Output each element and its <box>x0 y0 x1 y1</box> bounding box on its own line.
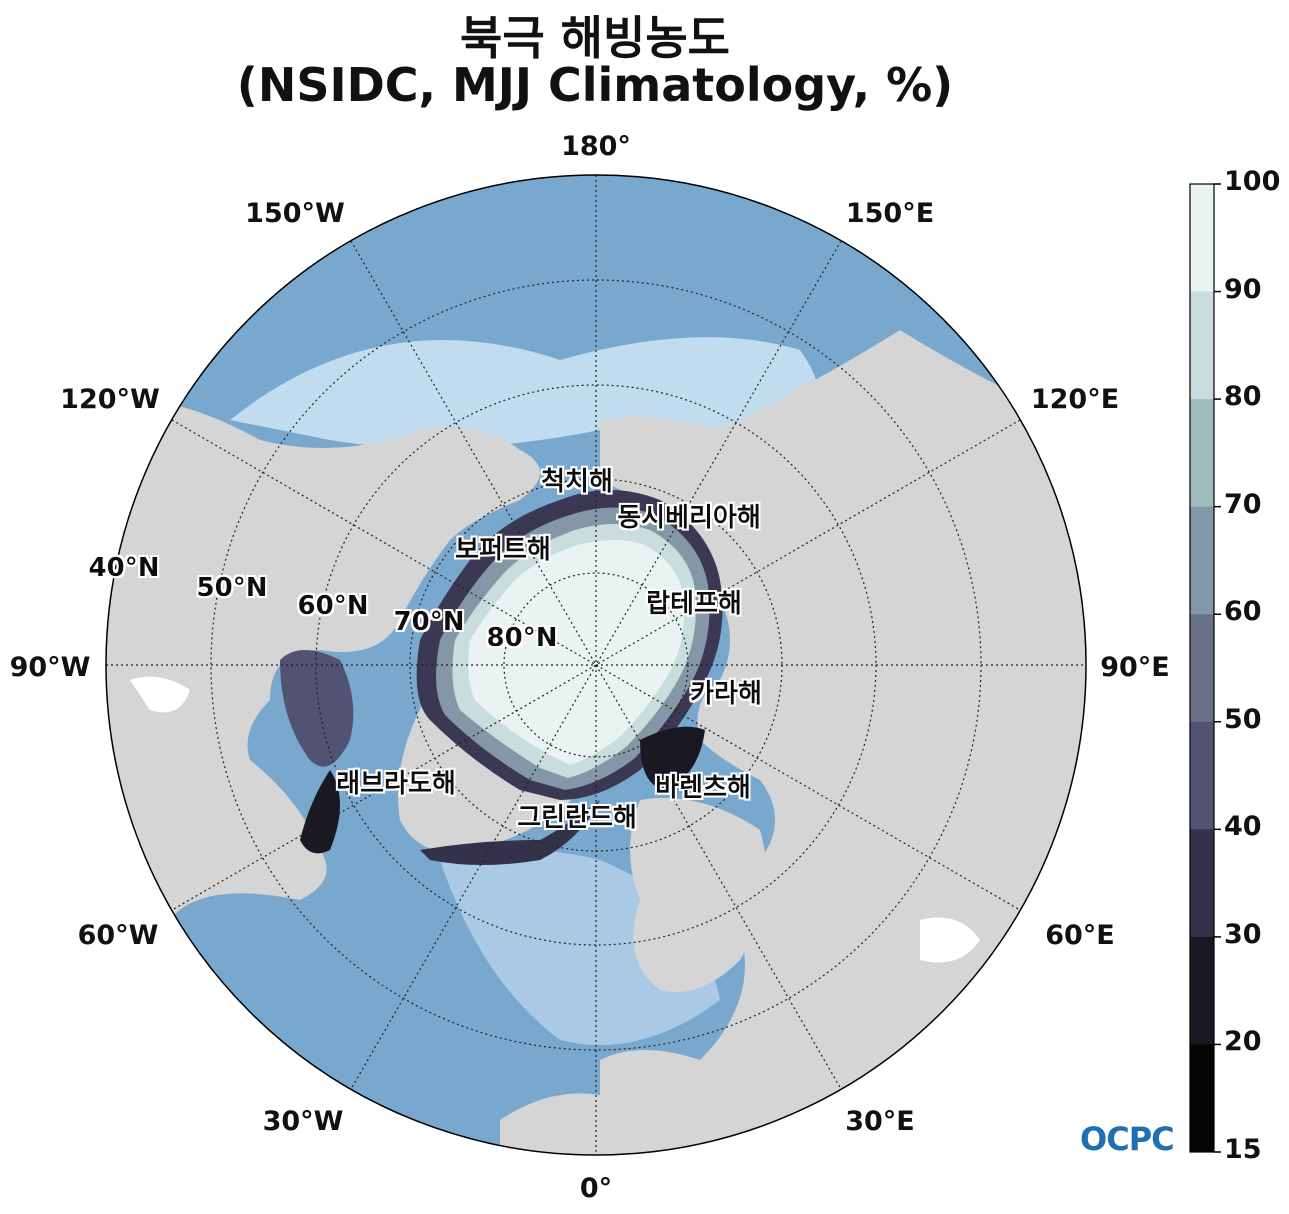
north-america-land <box>106 398 540 920</box>
colorbar-segment <box>1190 829 1214 938</box>
colorbar-segment <box>1190 1044 1214 1153</box>
colorbar-segment <box>1190 721 1214 830</box>
lat-label-60: 60°N <box>298 591 369 621</box>
lon-label-120w: 120°W <box>60 384 160 415</box>
colorbar-segment <box>1190 506 1214 615</box>
map-boundary <box>105 174 1087 1156</box>
lon-label-60e: 60°E <box>1045 920 1115 951</box>
graticule <box>106 175 1086 1155</box>
ocpc-logo: OCPC <box>1080 1120 1175 1158</box>
sea-label-beaufort: 보퍼트해 <box>455 535 551 565</box>
lon-label-30w: 30°W <box>263 1106 344 1137</box>
sea-label-laptev: 랍테프해 <box>646 589 742 619</box>
lon-label-150w: 150°W <box>245 198 345 229</box>
lake <box>130 676 190 713</box>
colorbar-tick-label: 20 <box>1224 1026 1262 1058</box>
map-title: 북극 해빙농도 <box>460 11 730 65</box>
colorbar-tick-label: 70 <box>1224 488 1262 520</box>
colorbar-tick-label: 90 <box>1224 273 1262 305</box>
lon-label-120e: 120°E <box>1031 384 1119 415</box>
colorbar-tick-label: 40 <box>1224 811 1262 843</box>
lat-label-50: 50°N <box>197 573 268 603</box>
greenland-coast-ice <box>420 800 600 865</box>
scandinavia-land <box>630 798 767 992</box>
lat-label-80: 80°N <box>487 623 558 653</box>
sea-label-labrador: 래브라도해 <box>336 769 456 799</box>
colorbar-segment <box>1190 184 1214 293</box>
barents-ice-edge <box>640 726 705 790</box>
colorbar-segment <box>1190 614 1214 723</box>
colorbar-frame <box>1189 183 1215 1153</box>
colorbar-tick-label: 50 <box>1224 703 1262 735</box>
eurasia-land <box>600 330 1086 1155</box>
lon-label-0: 0° <box>580 1173 612 1204</box>
sea-label-barents: 바렌츠해 <box>655 773 751 803</box>
colorbar-segment <box>1190 291 1214 400</box>
lon-labels: 180° 150°W 150°E 120°W 120°E 90°W 90°E 6… <box>10 131 1170 1204</box>
lat-circle-80 <box>503 572 689 758</box>
map-disc <box>106 175 1086 1155</box>
lat-labels: 40°N 50°N 60°N 70°N 80°N <box>89 553 558 653</box>
lake <box>920 917 980 963</box>
sea-label-greenland: 그린란드해 <box>517 803 637 833</box>
meridian-120e-60w <box>171 419 1021 911</box>
meridian-120w-60e <box>171 419 1021 911</box>
sea-label-kara: 카라해 <box>690 679 762 709</box>
colorbar-tick-label: 80 <box>1224 381 1262 413</box>
colorbar <box>1189 183 1221 1153</box>
colorbar-segment <box>1190 936 1214 1045</box>
sea-label-east-siberian: 동시베리아해 <box>617 503 761 533</box>
colorbar-tick-label: 60 <box>1224 596 1262 628</box>
lon-label-150e: 150°E <box>846 198 934 229</box>
lon-label-90e: 90°E <box>1100 652 1170 683</box>
colorbar-tick-label: 15 <box>1224 1134 1262 1165</box>
ice-core <box>468 540 684 765</box>
colorbar-segment <box>1190 399 1214 508</box>
colorbar-tick-label: 30 <box>1224 918 1262 950</box>
sea-labels: 척치해 동시베리아해 보퍼트해 랍테프해 카라해 바렌츠해 래브라도해 그린란드… <box>336 467 762 833</box>
lon-label-90w: 90°W <box>10 652 91 683</box>
lon-label-60w: 60°W <box>78 920 159 951</box>
meridian-150e-30w <box>350 240 842 1090</box>
meridian-150w-30e <box>350 240 842 1090</box>
sea-label-chukchi: 척치해 <box>541 467 613 497</box>
lat-label-40: 40°N <box>89 553 160 583</box>
hudson-bay-ice <box>280 650 354 767</box>
lat-label-70: 70°N <box>394 607 465 637</box>
colorbar-tick-label: 100 <box>1224 166 1281 197</box>
lon-label-30e: 30°E <box>845 1106 915 1137</box>
map-subtitle: (NSIDC, MJJ Climatology, %) <box>236 58 954 112</box>
lon-label-180: 180° <box>561 131 631 162</box>
labrador-ice <box>300 770 340 854</box>
